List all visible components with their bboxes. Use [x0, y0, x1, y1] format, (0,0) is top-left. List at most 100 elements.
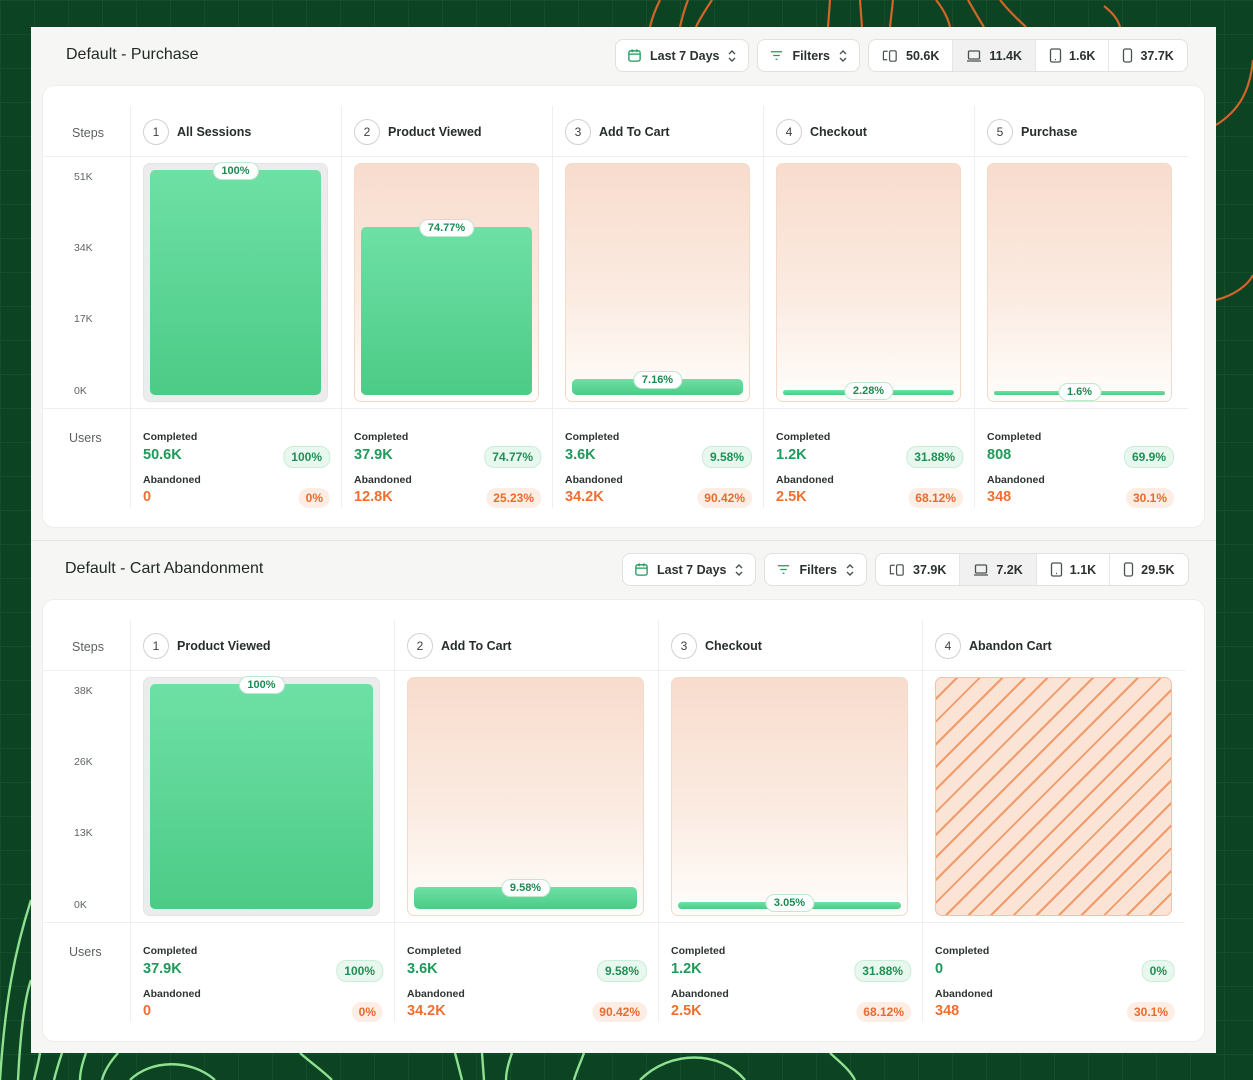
- filters-button[interactable]: Filters: [757, 39, 860, 72]
- completed-label: Completed: [935, 945, 990, 957]
- completed-percent-badge: 9.58%: [596, 960, 647, 982]
- abandoned-label: Abandoned: [935, 988, 993, 1000]
- y-tick: 38K: [74, 685, 93, 697]
- abandoned-value: 34.2K: [407, 1003, 446, 1019]
- y-tick: 26K: [74, 756, 93, 768]
- step-title: Abandon Cart: [969, 639, 1052, 653]
- abandoned-label: Abandoned: [143, 474, 201, 486]
- abandoned-value: 0: [143, 1003, 152, 1019]
- section-controls: Last 7 Days Filters 50.6K 11.4K: [615, 39, 1188, 72]
- step-bar-frame[interactable]: [776, 163, 961, 402]
- step-number: 2: [354, 119, 380, 145]
- tablet-icon: [1049, 48, 1062, 63]
- step-title: Add To Cart: [441, 639, 512, 653]
- abandoned-value: 348: [987, 489, 1012, 505]
- completed-value: 1.2K: [671, 961, 702, 977]
- step-percent-pill: 74.77%: [418, 219, 475, 237]
- step-number: 4: [935, 633, 961, 659]
- completed-value: 3.6K: [407, 961, 438, 977]
- completed-label: Completed: [565, 431, 620, 443]
- filters-button[interactable]: Filters: [764, 553, 867, 586]
- device-tablet-tab[interactable]: 1.6K: [1036, 40, 1110, 71]
- filters-label: Filters: [799, 562, 837, 577]
- step-number: 3: [671, 633, 697, 659]
- abandoned-percent-badge: 90.42%: [697, 488, 752, 508]
- device-phone-tab[interactable]: 37.7K: [1109, 40, 1186, 71]
- y-tick: 17K: [74, 313, 93, 325]
- device-all-tab[interactable]: 37.9K: [876, 554, 961, 585]
- completed-label: Completed: [987, 431, 1042, 443]
- step-bar-frame[interactable]: [407, 677, 644, 916]
- step-number: 4: [776, 119, 802, 145]
- device-tablet-tab[interactable]: 1.1K: [1037, 554, 1111, 585]
- step-header: 3 Add To Cart: [565, 119, 670, 145]
- step-bar-frame[interactable]: [671, 677, 908, 916]
- completed-label: Completed: [407, 945, 462, 957]
- completed-value: 1.2K: [776, 447, 807, 463]
- device-laptop-value: 11.4K: [989, 48, 1023, 63]
- funnel-section-cart-abandonment: Default - Cart Abandonment Last 7 Days F…: [31, 540, 1216, 1053]
- abandoned-percent-badge: 30.1%: [1126, 1002, 1175, 1022]
- completed-value: 37.9K: [143, 961, 182, 977]
- step-percent-pill: 100%: [238, 676, 285, 694]
- chevron-up-down-icon: [728, 49, 736, 62]
- abandoned-value: 12.8K: [354, 489, 393, 505]
- chevron-up-down-icon: [839, 49, 847, 62]
- section-header: Default - Cart Abandonment Last 7 Days F…: [31, 541, 1216, 599]
- filter-icon: [771, 51, 783, 60]
- step-number: 1: [143, 119, 169, 145]
- device-laptop-tab[interactable]: 7.2K: [960, 554, 1037, 585]
- completed-percent-badge: 0%: [1141, 960, 1175, 982]
- date-range-label: Last 7 Days: [650, 48, 720, 63]
- step-bar-frame[interactable]: [143, 163, 328, 402]
- abandoned-label: Abandoned: [671, 988, 729, 1000]
- abandoned-value: 0: [143, 489, 152, 505]
- step-bar: [150, 170, 321, 395]
- device-phone-tab[interactable]: 29.5K: [1110, 554, 1187, 585]
- calendar-icon: [635, 563, 648, 576]
- dashboard-sheet: Default - Purchase Last 7 Days Filters 5…: [31, 27, 1216, 1053]
- device-all-tab[interactable]: 50.6K: [869, 40, 954, 71]
- step-bar: [361, 227, 532, 395]
- completed-label: Completed: [354, 431, 409, 443]
- funnel-card: Steps 38K 26K 13K 0K Users 1 Product View…: [42, 599, 1205, 1042]
- device-laptop-tab[interactable]: 11.4K: [953, 40, 1037, 71]
- chevron-up-down-icon: [846, 563, 854, 576]
- step-header: 2 Product Viewed: [354, 119, 482, 145]
- phone-icon: [1123, 48, 1133, 63]
- step-bar-frame[interactable]: [987, 163, 1172, 402]
- abandoned-percent-badge: 25.23%: [486, 488, 541, 508]
- step-header: 1 Product Viewed: [143, 633, 271, 659]
- step-bar-frame[interactable]: [354, 163, 539, 402]
- abandoned-percent-badge: 30.1%: [1125, 488, 1174, 508]
- abandoned-percent-badge: 68.12%: [908, 488, 963, 508]
- y-tick: 13K: [74, 827, 93, 839]
- funnel-section-purchase: Default - Purchase Last 7 Days Filters 5…: [31, 27, 1216, 539]
- abandoned-value: 2.5K: [776, 489, 807, 505]
- device-tablet-value: 1.6K: [1069, 48, 1096, 63]
- tablet-icon: [1050, 562, 1062, 577]
- step-percent-pill: 2.28%: [843, 382, 894, 400]
- completed-value: 0: [935, 961, 944, 977]
- calendar-icon: [628, 49, 641, 62]
- date-range-select[interactable]: Last 7 Days: [615, 39, 750, 72]
- step-header: 5 Purchase: [987, 119, 1077, 145]
- abandoned-label: Abandoned: [143, 988, 201, 1000]
- abandoned-label: Abandoned: [565, 474, 623, 486]
- device-breakdown: 37.9K 7.2K 1.1K 29.5K: [875, 553, 1189, 586]
- step-header: 4 Checkout: [776, 119, 867, 145]
- completed-label: Completed: [143, 945, 198, 957]
- abandoned-label: Abandoned: [407, 988, 465, 1000]
- step-bar-frame[interactable]: [565, 163, 750, 402]
- date-range-label: Last 7 Days: [657, 562, 727, 577]
- step-number: 1: [143, 633, 169, 659]
- completed-percent-badge: 74.77%: [484, 446, 541, 468]
- y-tick: 51K: [74, 171, 93, 183]
- step-bar-frame[interactable]: [935, 677, 1172, 916]
- step-percent-pill: 3.05%: [764, 894, 815, 912]
- date-range-select[interactable]: Last 7 Days: [622, 553, 757, 586]
- step-title: Add To Cart: [599, 125, 670, 139]
- abandoned-percent-badge: 90.42%: [592, 1002, 647, 1022]
- steps-label: Steps: [72, 126, 104, 140]
- step-bar-frame[interactable]: [143, 677, 380, 916]
